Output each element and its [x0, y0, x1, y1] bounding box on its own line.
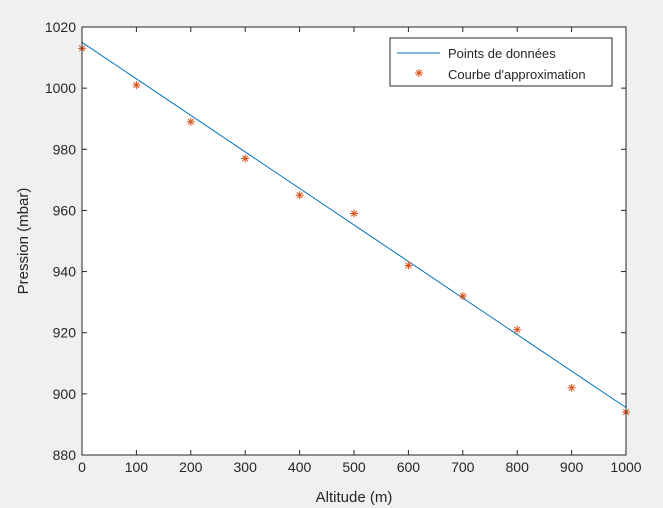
legend-label-series-1: Points de données — [448, 46, 556, 61]
data-point-stroke — [568, 384, 575, 391]
data-point — [132, 81, 141, 90]
data-point-stroke — [405, 262, 412, 269]
data-point — [186, 117, 195, 126]
y-tick-label: 900 — [53, 386, 77, 402]
y-tick-label: 920 — [53, 325, 77, 341]
data-point — [458, 292, 467, 301]
x-tick-label: 700 — [451, 459, 475, 475]
series-line — [81, 41, 627, 409]
legend-marker-swatch — [415, 69, 423, 77]
legend[interactable]: Points de données Courbe d'approximation — [389, 37, 613, 87]
x-tick-label: 0 — [78, 459, 86, 475]
data-point-stroke — [133, 81, 140, 89]
legend-asterisk-stroke — [415, 69, 423, 77]
data-point-stroke — [296, 191, 303, 199]
data-point — [295, 191, 304, 200]
data-point-stroke — [242, 155, 249, 162]
y-tick-label: 960 — [53, 202, 77, 218]
x-tick-label: 1000 — [610, 459, 641, 475]
x-tick-label: 200 — [179, 459, 203, 475]
data-point-stroke — [187, 118, 194, 125]
y-axis-title: Pression (mbar) — [15, 188, 32, 295]
x-tick-label: 900 — [560, 459, 584, 475]
legend-box — [389, 37, 613, 87]
legend-asterisk — [415, 69, 423, 77]
legend-label-series-2: Courbe d'approximation — [448, 67, 586, 82]
x-tick-label: 100 — [125, 459, 149, 475]
x-tick-label: 300 — [234, 459, 258, 475]
x-axis-title: Altitude (m) — [316, 489, 393, 506]
y-tick-label: 980 — [53, 141, 77, 157]
data-point-stroke — [514, 326, 521, 333]
data-point — [513, 325, 522, 334]
data-point — [404, 261, 413, 270]
data-point — [350, 209, 358, 218]
data-point-stroke — [459, 292, 466, 300]
plot-area — [82, 27, 626, 455]
x-tick-label: 600 — [397, 459, 421, 475]
y-axis: 880 900 920 940 960 980 1000 1020 — [45, 19, 626, 463]
x-tick-label: 400 — [288, 459, 312, 475]
data-point-stroke — [350, 210, 358, 217]
y-tick-label: 940 — [53, 264, 77, 280]
data-point — [241, 154, 250, 163]
x-tick-label: 800 — [506, 459, 530, 475]
data-point — [567, 383, 576, 392]
x-tick-label: 500 — [342, 459, 366, 475]
x-axis: 0 100 200 300 400 500 600 700 800 900 1000 — [78, 27, 642, 475]
y-tick-label: 1000 — [45, 80, 76, 96]
series-layer — [78, 41, 630, 417]
y-tick-label: 880 — [53, 447, 77, 463]
y-tick-label: 1020 — [45, 19, 76, 35]
